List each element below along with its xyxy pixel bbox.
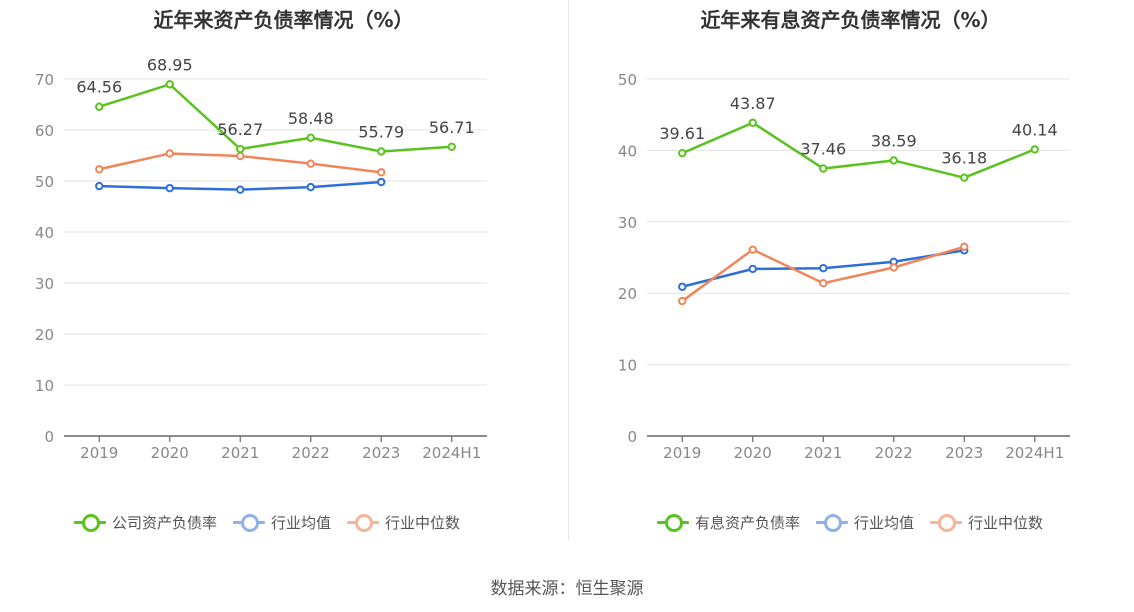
y-tick-label: 0 xyxy=(44,428,54,446)
x-tick-label: 2019 xyxy=(80,444,118,462)
legend-item[interactable]: 公司资产负债率 xyxy=(74,512,217,533)
data-label: 64.56 xyxy=(76,78,122,97)
y-tick-label: 20 xyxy=(618,285,637,303)
series-line xyxy=(681,121,1036,179)
data-point xyxy=(960,242,969,251)
legend-item[interactable]: 行业均值 xyxy=(816,512,914,533)
legend-label: 行业中位数 xyxy=(968,513,1044,532)
y-tick-label: 40 xyxy=(35,224,54,242)
data-point xyxy=(678,296,687,306)
legend-item[interactable]: 行业均值 xyxy=(233,512,331,533)
x-tick-label: 2021 xyxy=(804,444,842,462)
data-point xyxy=(236,185,245,194)
data-label: 38.59 xyxy=(871,131,917,150)
data-point xyxy=(819,264,828,273)
panel-divider xyxy=(568,0,569,540)
data-point xyxy=(889,156,898,165)
data-point xyxy=(95,181,104,191)
data-point xyxy=(748,264,757,274)
x-tick-label: 2024H1 xyxy=(1005,444,1064,462)
data-label: 36.18 xyxy=(941,149,987,168)
y-tick-label: 30 xyxy=(35,275,54,293)
legend-line-icon xyxy=(233,514,266,532)
data-point xyxy=(165,149,174,158)
data-point xyxy=(1030,145,1039,154)
x-tick-label: 2023 xyxy=(945,444,983,462)
data-label: 68.95 xyxy=(147,55,193,74)
data-point xyxy=(678,148,687,158)
data-point xyxy=(236,151,245,161)
data-point xyxy=(165,80,174,89)
data-label: 43.87 xyxy=(730,94,776,113)
data-point xyxy=(377,168,386,177)
data-label: 39.61 xyxy=(659,124,705,143)
data-label: 56.27 xyxy=(217,120,263,139)
data-point xyxy=(165,183,174,193)
data-point xyxy=(819,279,828,288)
data-point xyxy=(377,147,386,156)
legend-label: 公司资产负债率 xyxy=(112,513,218,532)
legend-line-icon xyxy=(347,514,380,532)
line-chart-plot: 0 10 20 30 40 50 2019 2020 2021 2022 2023 2024H1 39.… xyxy=(618,71,1070,462)
legend-item[interactable]: 行业中位数 xyxy=(930,512,1043,533)
x-tick-label: 2022 xyxy=(292,444,330,462)
legend-item[interactable]: 有息资产负债率 xyxy=(657,512,800,533)
chart-left: 近年来资产负债率情况（%） 0 10 20 30 40 50 60 70 2019 2020 202… xyxy=(0,0,567,560)
y-tick-label: 0 xyxy=(627,428,637,446)
data-point xyxy=(95,165,104,174)
data-label: 58.48 xyxy=(288,109,334,128)
legend-label: 有息资产负债率 xyxy=(695,513,801,532)
y-tick-label: 50 xyxy=(618,71,637,89)
legend-line-icon xyxy=(930,514,963,532)
legend-line-icon xyxy=(74,514,106,532)
x-tick-label: 2024H1 xyxy=(422,444,481,462)
legend-label: 行业中位数 xyxy=(385,513,461,532)
x-tick-label: 2020 xyxy=(151,444,189,462)
chart-legend: 有息资产负债率 行业均值 行业中位数 xyxy=(657,510,1059,534)
data-point xyxy=(236,144,245,154)
chart-legend: 公司资产负债率 行业均值 行业中位数 xyxy=(74,510,476,534)
data-point xyxy=(306,182,315,192)
line-chart-plot: 0 10 20 30 40 50 60 70 2019 2020 2021 2022 2023 2024H… xyxy=(35,55,487,462)
legend-line-icon xyxy=(816,514,849,532)
chart-title: 近年来资产负债率情况（%） xyxy=(153,8,414,32)
y-tick-label: 30 xyxy=(618,214,637,232)
data-point xyxy=(748,118,757,127)
data-point xyxy=(306,133,315,142)
legend-item[interactable]: 行业中位数 xyxy=(347,512,460,533)
data-point xyxy=(889,263,898,272)
data-label: 37.46 xyxy=(800,140,846,159)
y-tick-label: 10 xyxy=(35,377,54,395)
x-tick-label: 2020 xyxy=(734,444,772,462)
data-point xyxy=(447,142,456,151)
data-point xyxy=(95,102,104,111)
x-tick-label: 2023 xyxy=(362,444,400,462)
series-line xyxy=(98,82,452,153)
legend-label: 行业均值 xyxy=(271,513,332,532)
data-point xyxy=(678,282,687,291)
y-tick-label: 60 xyxy=(35,122,54,140)
data-source-note: 数据来源：恒生聚源 xyxy=(490,579,644,599)
chart-title: 近年来有息资产负债率情况（%） xyxy=(700,8,1001,32)
data-point xyxy=(960,173,969,182)
data-point xyxy=(819,164,828,173)
chart-right: 近年来有息资产负债率情况（%） 0 10 20 30 40 50 2019 2020 2021 2… xyxy=(567,0,1134,560)
data-label: 40.14 xyxy=(1012,120,1058,139)
x-tick-label: 2022 xyxy=(875,444,913,462)
y-tick-label: 10 xyxy=(618,357,637,375)
y-tick-label: 20 xyxy=(35,326,54,344)
y-tick-label: 70 xyxy=(35,71,54,89)
y-tick-label: 40 xyxy=(618,142,637,160)
data-point xyxy=(748,245,757,254)
y-tick-label: 50 xyxy=(35,173,54,191)
data-point xyxy=(377,177,386,187)
data-point xyxy=(306,159,315,168)
legend-label: 行业均值 xyxy=(854,513,915,532)
legend-line-icon xyxy=(657,514,689,532)
data-label: 56.71 xyxy=(429,118,475,137)
data-label: 55.79 xyxy=(358,122,404,141)
x-tick-label: 2021 xyxy=(221,444,259,462)
x-tick-label: 2019 xyxy=(663,444,701,462)
